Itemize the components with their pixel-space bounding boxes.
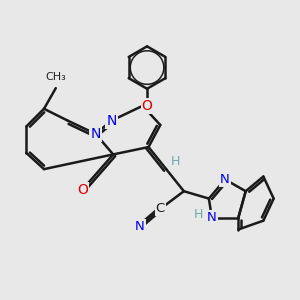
Text: O: O	[77, 183, 88, 197]
Text: N: N	[220, 173, 230, 186]
Text: N: N	[106, 114, 117, 128]
Text: N: N	[207, 211, 217, 224]
Text: C: C	[156, 202, 165, 215]
Text: CH₃: CH₃	[45, 72, 66, 82]
Text: H: H	[170, 155, 180, 168]
Text: O: O	[142, 99, 152, 113]
Text: H: H	[194, 208, 203, 221]
Text: N: N	[135, 220, 145, 233]
Text: N: N	[90, 127, 101, 141]
